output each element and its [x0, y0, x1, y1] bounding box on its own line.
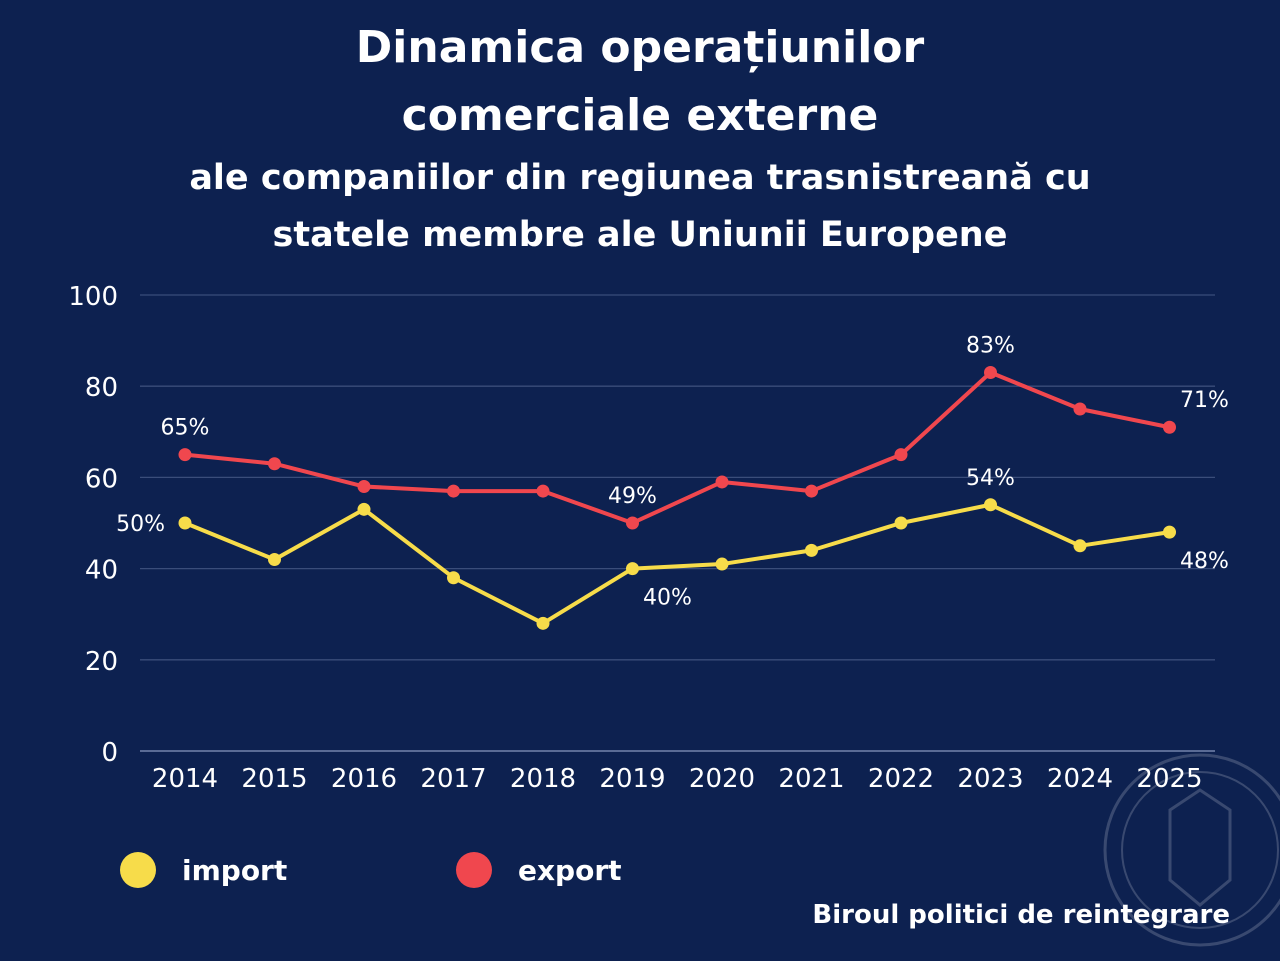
x-tick-label-2020: 2020 — [689, 764, 755, 794]
x-tick-label-2016: 2016 — [331, 764, 397, 794]
chart-title-block: Dinamica operațiunilor comerciale extern… — [0, 14, 1280, 264]
data-point-import-2015 — [268, 552, 281, 566]
legend-item-export: export — [456, 852, 622, 888]
data-label-export-2014: 65% — [161, 416, 210, 441]
data-point-export-2025 — [1163, 420, 1176, 434]
data-point-import-2022 — [894, 516, 908, 530]
data-point-import-2020 — [715, 557, 729, 571]
data-label-export-2019: 49% — [608, 484, 657, 509]
data-point-export-2016 — [357, 480, 371, 494]
x-tick-label-2019: 2019 — [599, 764, 665, 794]
y-tick-label-40: 40 — [85, 556, 118, 586]
chart-title-line-2: comerciale externe — [401, 90, 879, 141]
data-point-export-2021 — [805, 484, 818, 498]
chart-title-line-1: Dinamica operațiunilor — [355, 22, 925, 73]
data-point-export-2024 — [1073, 402, 1087, 416]
data-label-export-2023: 83% — [966, 334, 1015, 359]
y-tick-label-60: 60 — [85, 464, 118, 494]
y-tick-label-0: 0 — [101, 738, 118, 768]
data-point-import-2016 — [357, 502, 371, 516]
data-point-export-2020 — [715, 475, 729, 489]
data-point-export-2014 — [178, 448, 192, 462]
y-tick-label-100: 100 — [68, 282, 118, 312]
data-point-export-2019 — [626, 516, 639, 530]
data-point-import-2014 — [178, 516, 192, 530]
chart-subtitle-line-1: ale companiilor din regiunea trasnistrea… — [189, 158, 1091, 198]
data-point-import-2019 — [626, 562, 639, 576]
credit-text: Biroul politici de reintegrare — [812, 900, 1230, 930]
series-line-export — [184, 370, 1170, 525]
data-point-import-2017 — [447, 571, 460, 585]
legend-item-import: import — [120, 852, 287, 888]
legend-dot-import — [120, 852, 156, 888]
data-point-export-2022 — [894, 448, 908, 462]
data-label-export-2025: 71% — [1180, 388, 1229, 413]
data-point-import-2025 — [1163, 525, 1176, 539]
data-point-import-2021 — [805, 543, 818, 557]
data-label-import-2019: 40% — [643, 586, 692, 611]
y-tick-label-80: 80 — [85, 373, 118, 403]
data-point-export-2023 — [984, 366, 997, 380]
x-tick-label-2023: 2023 — [957, 764, 1023, 794]
data-label-import-2014: 50% — [116, 512, 165, 537]
y-tick-label-20: 20 — [85, 647, 118, 677]
x-tick-label-2022: 2022 — [868, 764, 934, 794]
legend-label-export: export — [518, 853, 622, 887]
x-tick-label-2017: 2017 — [420, 764, 486, 794]
x-tick-label-2018: 2018 — [510, 764, 576, 794]
data-point-export-2018 — [536, 484, 550, 498]
series-line-import — [184, 502, 1170, 626]
chart-subtitle-line-2: statele membre ale Uniunii Europene — [272, 215, 1008, 255]
x-tick-label-2021: 2021 — [778, 764, 844, 794]
legend-dot-export — [456, 852, 492, 888]
x-tick-label-2014: 2014 — [152, 764, 218, 794]
x-tick-label-2015: 2015 — [241, 764, 307, 794]
data-point-export-2015 — [268, 457, 281, 471]
data-point-import-2018 — [536, 616, 550, 630]
data-label-import-2025: 48% — [1180, 549, 1229, 574]
x-tick-label-2024: 2024 — [1047, 764, 1113, 794]
data-label-import-2023: 54% — [966, 466, 1015, 491]
x-tick-label-2025: 2025 — [1136, 764, 1202, 794]
data-point-import-2024 — [1073, 539, 1087, 553]
legend-label-import: import — [182, 853, 288, 887]
data-point-export-2017 — [447, 484, 460, 498]
government-seal-watermark-icon — [1103, 753, 1280, 947]
data-point-import-2023 — [984, 498, 997, 512]
